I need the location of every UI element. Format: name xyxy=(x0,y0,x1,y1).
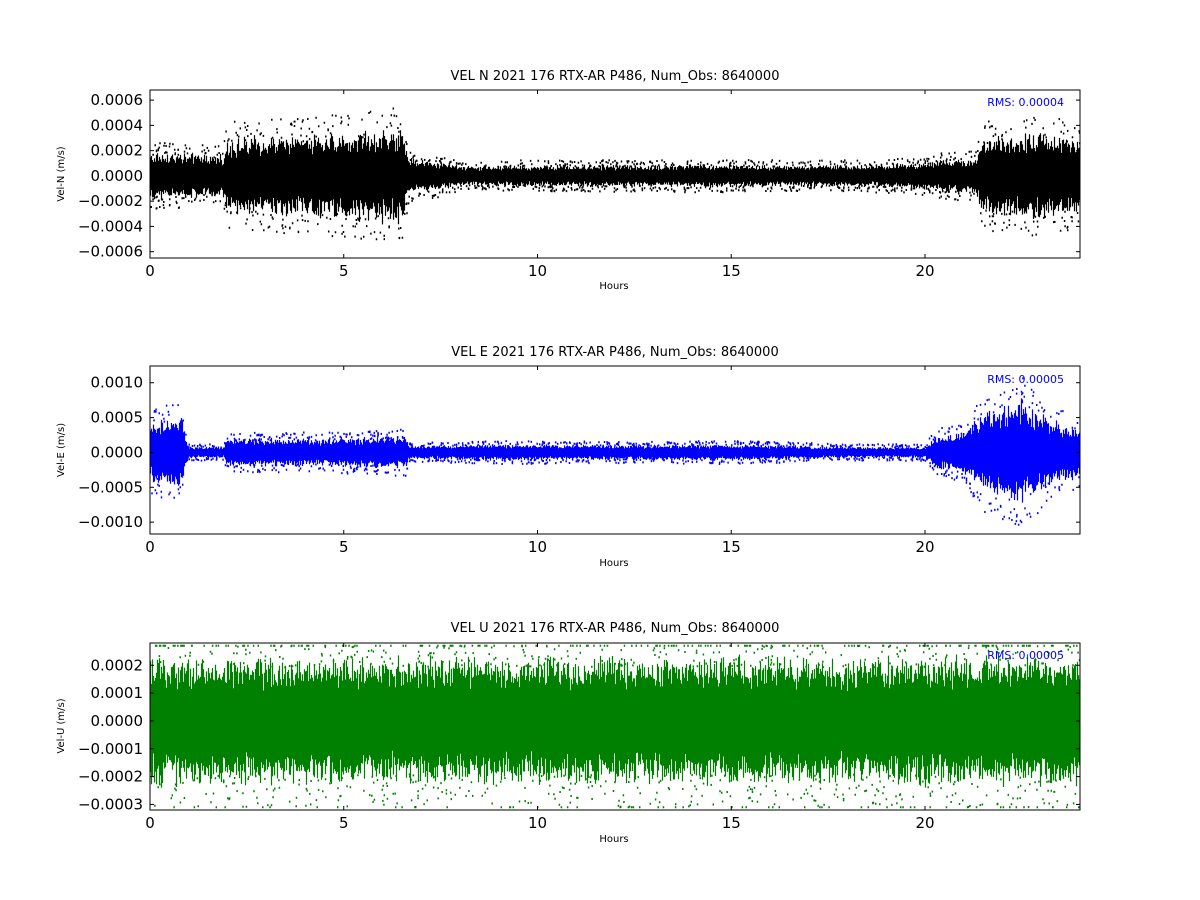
y-axis: −0.0003 −0.0002 −0.0001 0.0000 0.0001 0.0002 xyxy=(78,656,1080,813)
plot-area: RMS: 0.00004 0 5 10 15 20 −0.0006−0.0004−0.0… xyxy=(78,89,1081,280)
y-axis: −0.0006 −0.0004 −0.0002 0.0000 0.0002 0.0004 0… xyxy=(78,91,1080,261)
x-tick-label: 10 xyxy=(528,538,547,556)
chart-vel-u: VEL U 2021 176 RTX-AR P486, Num_Obs: 864… xyxy=(56,621,1081,845)
y-tick-label: 0.0001 xyxy=(91,684,144,702)
x-axis: 0 5 10 15 20 xyxy=(145,90,935,280)
y-tick-label: −0.0003 xyxy=(78,795,143,813)
axes-frame xyxy=(149,642,1081,811)
x-axis: 0 5 10 15 20 xyxy=(145,643,935,832)
x-axis-label: Hours xyxy=(599,281,628,292)
y-axis-label: Vel-U (m/s) xyxy=(56,698,67,753)
y-tick-label: 0.0005 xyxy=(91,409,144,427)
y-tick-label: 0.0002 xyxy=(91,142,144,160)
y-tick-label: 0.0000 xyxy=(91,712,144,730)
rms-annotation: RMS: 0.00004 xyxy=(987,96,1064,109)
rms-annotation: RMS: 0.00005 xyxy=(987,373,1064,386)
chart-vel-n: VEL N 2021 176 RTX-AR P486, Num_Obs: 864… xyxy=(56,69,1081,292)
x-tick-label: 20 xyxy=(915,262,934,280)
x-tick-label: 5 xyxy=(339,262,349,280)
x-tick-label: 15 xyxy=(722,814,741,832)
outlier-points xyxy=(151,377,1081,526)
x-tick-label: 5 xyxy=(339,538,349,556)
x-tick-label: 15 xyxy=(722,538,741,556)
x-tick-label: 5 xyxy=(339,814,349,832)
x-tick-label: 0 xyxy=(145,538,155,556)
y-tick-label: 0.0000 xyxy=(91,443,144,461)
y-axis: −0.0010 −0.0005 0.0000 0.0005 0.0010 xyxy=(78,374,1080,531)
x-tick-label: 0 xyxy=(145,814,155,832)
chart-vel-e: VEL E 2021 176 RTX-AR P486, Num_Obs: 864… xyxy=(56,345,1081,569)
x-tick-label: 0 xyxy=(145,262,155,280)
plot-area: RMS: 0.00005 0 5 10 15 20 −0.0010 −0.0005 0.00… xyxy=(78,365,1081,556)
y-tick-label: −0.0002 xyxy=(78,192,143,210)
x-axis: 0 5 10 15 20 xyxy=(145,366,935,556)
x-tick-label: 20 xyxy=(915,538,934,556)
chart-title: VEL E 2021 176 RTX-AR P486, Num_Obs: 864… xyxy=(451,345,778,360)
y-tick-label: 0.0010 xyxy=(91,374,144,392)
y-tick-label: −0.0001 xyxy=(78,740,143,758)
x-tick-label: 15 xyxy=(722,262,741,280)
y-tick-label: −0.0010 xyxy=(78,513,143,531)
axes-frame xyxy=(149,365,1081,535)
y-tick-label: −0.0004 xyxy=(78,217,143,235)
x-tick-label: 10 xyxy=(528,262,547,280)
y-tick-label: −0.0006 xyxy=(78,243,143,261)
y-tick-label: 0.0000 xyxy=(91,167,144,185)
x-tick-label: 10 xyxy=(528,814,547,832)
rms-annotation: RMS: 0.00005 xyxy=(987,649,1064,662)
x-tick-label: 20 xyxy=(915,814,934,832)
chart-title: VEL N 2021 176 RTX-AR P486, Num_Obs: 864… xyxy=(451,69,780,84)
y-tick-label: −0.0005 xyxy=(78,478,143,496)
plot-area: RMS: 0.00005 0 5 10 15 20 −0.0003−0.0002−0.0… xyxy=(78,642,1081,832)
y-tick-label: 0.0002 xyxy=(91,656,144,674)
y-axis-label: Vel-E (m/s) xyxy=(56,423,67,477)
y-tick-label: −0.0002 xyxy=(78,768,143,786)
chart-title: VEL U 2021 176 RTX-AR P486, Num_Obs: 864… xyxy=(451,621,780,636)
y-tick-label: 0.0004 xyxy=(91,116,144,134)
x-axis-label: Hours xyxy=(599,558,628,569)
axes-frame xyxy=(149,89,1081,259)
outlier-points xyxy=(149,644,1081,809)
outlier-points xyxy=(150,107,1081,241)
y-axis-label: Vel-N (m/s) xyxy=(56,146,67,201)
y-tick-label: 0.0006 xyxy=(91,91,144,109)
x-axis-label: Hours xyxy=(599,834,628,845)
